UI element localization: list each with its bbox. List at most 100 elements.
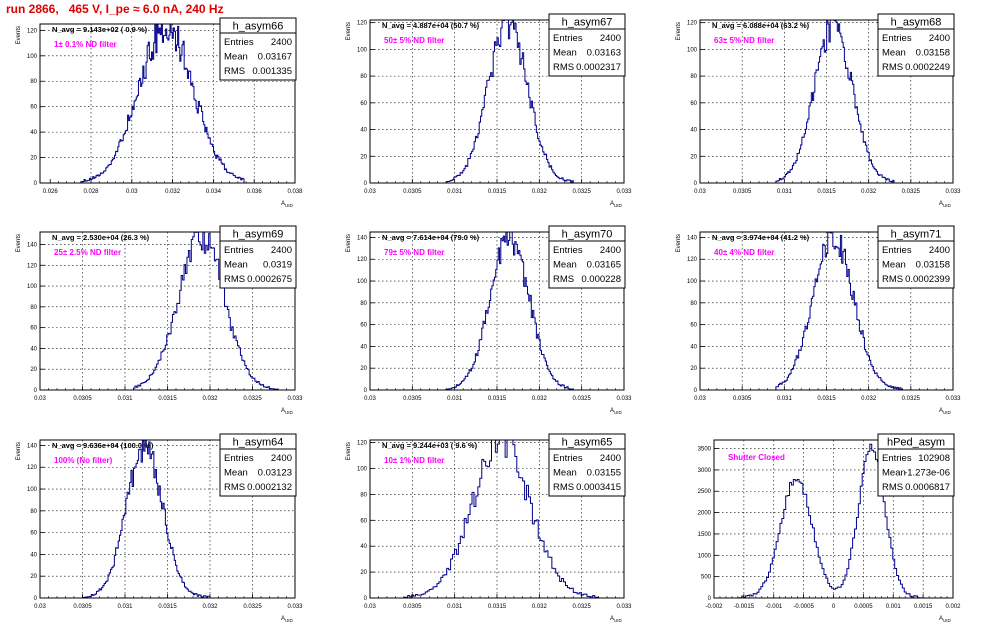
x-tick-label: 0.032 — [202, 604, 218, 610]
x-tick-label: 0.031 — [777, 396, 793, 402]
x-tick-label: 0.033 — [616, 604, 632, 610]
y-tick-label: 100 — [357, 47, 368, 53]
x-tick-label: -0.001 — [765, 604, 783, 610]
x-tick-label: 0.03 — [364, 604, 376, 610]
x-tick-label: 0.0305 — [733, 396, 752, 402]
x-tick-label: 0.03 — [694, 396, 706, 402]
x-tick-label: 0.032 — [861, 396, 877, 402]
y-tick-label: 100 — [357, 279, 368, 285]
x-tick-label: 0.033 — [945, 396, 961, 402]
x-tick-label: 0.002 — [945, 604, 961, 610]
x-axis-label: AUID — [939, 408, 952, 415]
stats-box-frame — [219, 17, 297, 81]
y-tick-label: 60 — [30, 531, 37, 537]
stats-box-title: h_asym69 — [233, 229, 284, 241]
x-tick-label: 0.0305 — [73, 604, 92, 610]
y-axis-label: Events — [16, 234, 22, 252]
stats-box: h_asym65 Entries 2400 Mean 0.03155 RMS 0.00034… — [548, 433, 626, 497]
x-tick-label: 0.03 — [694, 189, 706, 195]
x-tick-label: 0.032 — [532, 189, 548, 195]
x-tick-label: 0.0315 — [488, 604, 507, 610]
y-tick-label: 60 — [690, 323, 697, 329]
stats-key: Mean — [224, 260, 248, 271]
navg-text: N_avg = 9.244e+03 ( 9.6 %) — [382, 441, 478, 450]
y-tick-label: 140 — [27, 242, 38, 248]
stats-value: 0.0002317 — [576, 62, 621, 73]
plot-frame — [39, 23, 296, 184]
y-tick-label: 140 — [357, 235, 368, 241]
x-tick-label: 0.031 — [447, 396, 463, 402]
y-tick-label: 80 — [30, 509, 37, 515]
stats-value: 0.03163 — [587, 48, 621, 59]
y-tick-label: 120 — [27, 465, 38, 471]
x-tick-label: 0.0315 — [158, 396, 177, 402]
x-tick-label: 0.0305 — [73, 396, 92, 402]
stats-value: 2400 — [271, 453, 292, 464]
histogram-line — [775, 231, 903, 391]
stats-key: RMS — [224, 482, 245, 493]
y-tick-label: 100 — [687, 47, 698, 53]
stats-box-frame — [219, 433, 297, 497]
y-tick-label: 80 — [690, 301, 697, 307]
stats-value: 0.03167 — [258, 52, 292, 63]
stats-key: Entries — [553, 33, 583, 44]
stats-box: h_asym64 Entries 2400 Mean 0.03123 RMS 0.00021… — [219, 433, 297, 497]
x-tick-label: 0.031 — [117, 396, 133, 402]
stats-box: h_asym69 Entries 2400 Mean 0.0319 RMS 0.000267… — [219, 225, 297, 289]
stats-key: Mean — [224, 52, 248, 63]
x-tick-label: -0.0015 — [734, 604, 755, 610]
y-tick-label: 0 — [34, 388, 38, 394]
y-tick-label: 20 — [30, 156, 37, 162]
y-tick-label: 0 — [364, 596, 368, 602]
y-tick-label: 1000 — [698, 553, 712, 559]
x-axis-label-sub: UID — [614, 203, 623, 208]
x-tick-label: 0.03 — [34, 396, 46, 402]
x-tick-label: 0.0315 — [158, 604, 177, 610]
x-tick-label: 0.0315 — [817, 189, 836, 195]
x-axis-label: AUID — [610, 616, 623, 622]
y-tick-label: 60 — [360, 323, 367, 329]
y-tick-label: 120 — [687, 257, 698, 263]
stats-value: 2400 — [600, 33, 621, 44]
x-tick-label: 0.026 — [43, 189, 59, 195]
filter-label: 40± 4% ND filter — [714, 248, 774, 257]
stats-key: Entries — [882, 33, 912, 44]
stats-value: 0.0002675 — [247, 274, 292, 285]
stats-value: 2400 — [600, 245, 621, 256]
y-tick-label: 0 — [364, 388, 368, 394]
x-axis-label: AUID — [939, 201, 952, 208]
x-axis-label-sub: UID — [285, 618, 294, 622]
stats-box-frame — [877, 13, 955, 77]
y-tick-label: 80 — [360, 492, 367, 498]
x-tick-label: 0 — [832, 604, 836, 610]
x-tick-label: 0.031 — [777, 189, 793, 195]
histogram-line — [737, 443, 930, 599]
x-tick-label: 0.001 — [886, 604, 902, 610]
stats-box-frame — [548, 433, 626, 497]
stats-box-frame — [548, 13, 626, 77]
filter-label: 50± 5% ND filter — [384, 36, 444, 45]
x-axis-label-main: A — [281, 201, 285, 207]
filter-label: 10± 1% ND filter — [384, 456, 444, 465]
histogram-panel-h_asym70: 0.03 0.0305 0.031 0.0315 0.032 0.0325 0.033 0 20… — [346, 225, 632, 415]
y-tick-label: 120 — [687, 21, 698, 27]
navg-text: N_avg = 9.143e+02 ( 0.9 %) — [52, 25, 148, 34]
x-tick-label: 0.028 — [83, 189, 99, 195]
y-tick-label: 100 — [687, 279, 698, 285]
stats-value: 0.0003415 — [576, 482, 621, 493]
x-axis-label-main: A — [610, 201, 614, 207]
stats-key: Entries — [224, 453, 254, 464]
y-tick-label: 60 — [30, 326, 37, 332]
x-tick-label: 0.0325 — [572, 604, 591, 610]
y-tick-label: 100 — [27, 54, 38, 60]
filter-label: 1± 0.1% ND filter — [54, 40, 117, 49]
x-tick-label: 0.03 — [364, 396, 376, 402]
y-tick-label: 80 — [30, 79, 37, 85]
x-tick-label: 0.0325 — [572, 396, 591, 402]
stats-box: h_asym66 Entries 2400 Mean 0.03167 RMS 0.00133… — [219, 17, 297, 81]
stats-box-title: h_asym66 — [233, 21, 284, 33]
y-tick-label: 140 — [27, 443, 38, 449]
x-axis-label-main: A — [939, 616, 943, 622]
y-tick-label: 20 — [360, 154, 367, 160]
